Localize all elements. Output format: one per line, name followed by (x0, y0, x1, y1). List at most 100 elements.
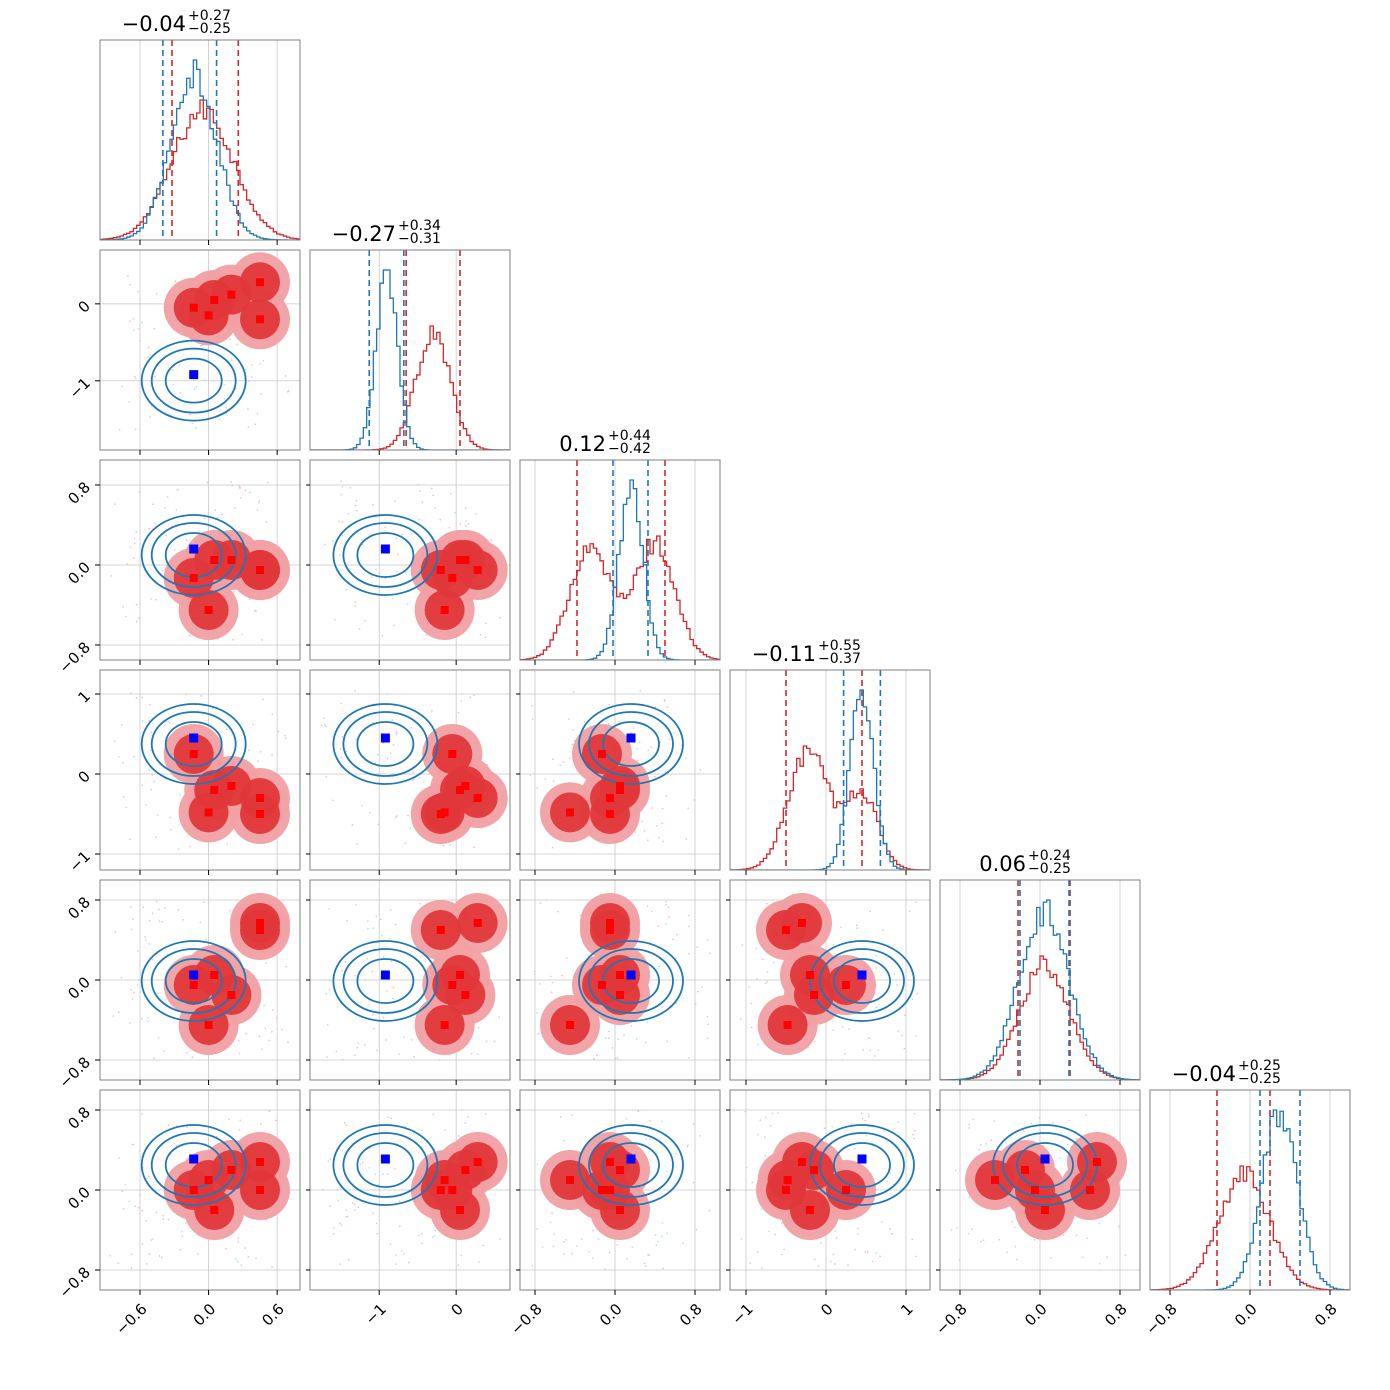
red-sample-point (407, 814, 409, 817)
red-sample-point (354, 605, 356, 607)
y-tick-label: 0 (75, 297, 94, 316)
blue-sample-point (832, 1253, 835, 1256)
blue-sample-point (152, 503, 154, 506)
blue-sample-point (1098, 1222, 1101, 1225)
blue-sample-point (432, 1113, 435, 1116)
blue-sample-point (389, 752, 392, 754)
blue-sample-point (237, 1240, 240, 1243)
red-sample-point (145, 1177, 148, 1180)
red-sample-point (363, 1044, 366, 1046)
red-sample-point (164, 506, 166, 509)
blue-sample-point (552, 780, 555, 782)
blue-sample-point (109, 1254, 112, 1257)
red-sample-point (662, 1267, 665, 1270)
panel-frame (99, 459, 301, 661)
blue-sample-point (182, 918, 185, 921)
red-marker (991, 1176, 999, 1184)
blue-sample-point (395, 1254, 397, 1256)
blue-sample-point (861, 1117, 864, 1120)
panel-4-4 (939, 879, 1141, 1085)
x-tick-label: 0 (447, 1300, 466, 1319)
blue-sample-point (649, 1138, 651, 1141)
red-sample-point (707, 1023, 709, 1026)
blue-sample-point (875, 1006, 878, 1008)
blue-sample-point (431, 709, 433, 712)
panel-3-0 (95, 669, 301, 875)
red-sample-point (409, 827, 412, 829)
blue-sample-point (360, 804, 363, 807)
red-sample-point (232, 590, 235, 593)
red-sample-point (570, 1114, 573, 1116)
red-sample-point (247, 1256, 250, 1258)
blue-sample-point (536, 1012, 538, 1014)
red-marker (204, 808, 213, 817)
blue-sample-point (175, 508, 178, 511)
red-sample-point (153, 327, 156, 330)
blue-sample-point (544, 778, 547, 780)
red-sample-point (672, 938, 674, 941)
blue-sample-point (124, 1183, 127, 1186)
blue-sample-point (378, 1188, 380, 1191)
red-sample-point (381, 634, 384, 637)
blue-sample-point (128, 400, 130, 403)
blue-sample-point (439, 518, 442, 521)
red-sample-point (372, 1212, 375, 1214)
blue-sample-point (126, 563, 129, 565)
panel-content (100, 670, 300, 870)
red-sample-point (688, 952, 690, 955)
red-marker (606, 810, 614, 818)
blue-contour-ring (140, 339, 247, 422)
red-sample-point (199, 921, 202, 924)
blue-sample-point (118, 1157, 121, 1159)
red-sample-point (356, 843, 359, 845)
red-sample-point (395, 537, 398, 539)
red-sample-point (761, 1267, 763, 1269)
red-sample-point (341, 521, 344, 523)
red-sample-point (971, 1228, 973, 1231)
blue-sample-point (1075, 1138, 1078, 1140)
red-sample-point (460, 1254, 463, 1257)
blue-sample-point (665, 795, 668, 797)
blue-sample-point (868, 1113, 870, 1116)
blue-sample-point (856, 927, 858, 930)
red-sample-point (346, 1215, 349, 1218)
red-sample-point (129, 1022, 131, 1024)
blue-sample-point (604, 1037, 607, 1039)
blue-sample-point (326, 1024, 329, 1026)
red-sample-point (141, 696, 143, 699)
red-sample-point (285, 965, 288, 968)
blue-sample-point (256, 509, 259, 511)
blue-sample-point (1085, 1114, 1087, 1116)
red-sample-point (867, 1115, 870, 1118)
blue-sample-point (157, 992, 160, 995)
red-sample-point (694, 1003, 697, 1005)
red-marker (606, 794, 614, 802)
blue-contour-ring (150, 1132, 237, 1198)
red-sample-point (392, 997, 395, 1000)
blue-contour-ring (819, 948, 905, 1014)
blue-sample-point (113, 740, 116, 743)
blue-sample-point (658, 836, 660, 839)
red-sample-point (410, 533, 413, 535)
red-marker (806, 1206, 814, 1214)
blue-sample-point (355, 499, 358, 502)
red-sample-point (169, 816, 172, 819)
red-sample-point (879, 1255, 881, 1258)
blue-sample-point (110, 575, 112, 577)
red-sample-point (903, 1047, 906, 1050)
red-marker (810, 1166, 818, 1174)
blue-sample-point (235, 1258, 237, 1260)
red-sample-point (912, 1133, 914, 1136)
red-marker (440, 606, 449, 614)
blue-sample-point (418, 1234, 420, 1237)
y-tick-label: −1 (66, 847, 94, 875)
blue-sample-point (132, 1143, 135, 1146)
red-sample-point (147, 356, 149, 358)
red-sample-point (225, 406, 228, 409)
red-sample-point (464, 507, 467, 509)
red-sample-point (257, 760, 259, 762)
blue-sample-point (1006, 1251, 1008, 1253)
blue-sample-point (531, 718, 534, 721)
blue-sample-point (325, 775, 328, 778)
blue-sample-point (769, 1124, 772, 1127)
